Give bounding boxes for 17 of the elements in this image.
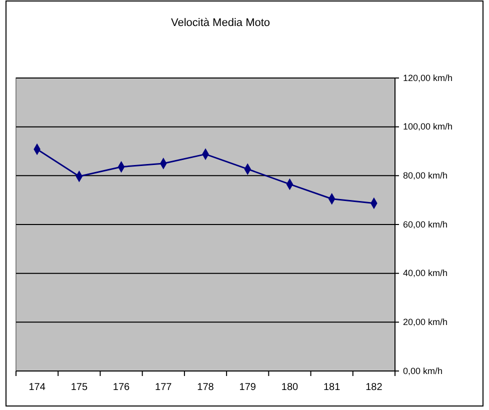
x-tick-label: 181 [323,382,341,394]
x-tick-label: 179 [239,382,256,394]
x-tick-label: 176 [112,382,130,394]
y-tick-label: 0,00 km/h [403,366,443,376]
x-tick-label: 177 [155,382,172,394]
chart-title: Velocità Media Moto [170,17,270,29]
y-tick-label: 120,00 km/h [403,72,453,83]
y-tick-label: 40,00 km/h [403,268,448,278]
x-tick-label: 174 [28,382,46,394]
y-tick-label: 80,00 km/h [403,170,448,181]
y-tick-label: 60,00 km/h [403,219,448,230]
x-tick-label: 182 [366,382,383,394]
y-tick-label: 100,00 km/h [403,122,453,132]
x-tick-label: 175 [70,382,88,394]
x-tick-label: 178 [197,382,214,394]
x-tick-label: 180 [281,382,298,394]
y-tick-label: 20,00 km/h [403,317,448,328]
